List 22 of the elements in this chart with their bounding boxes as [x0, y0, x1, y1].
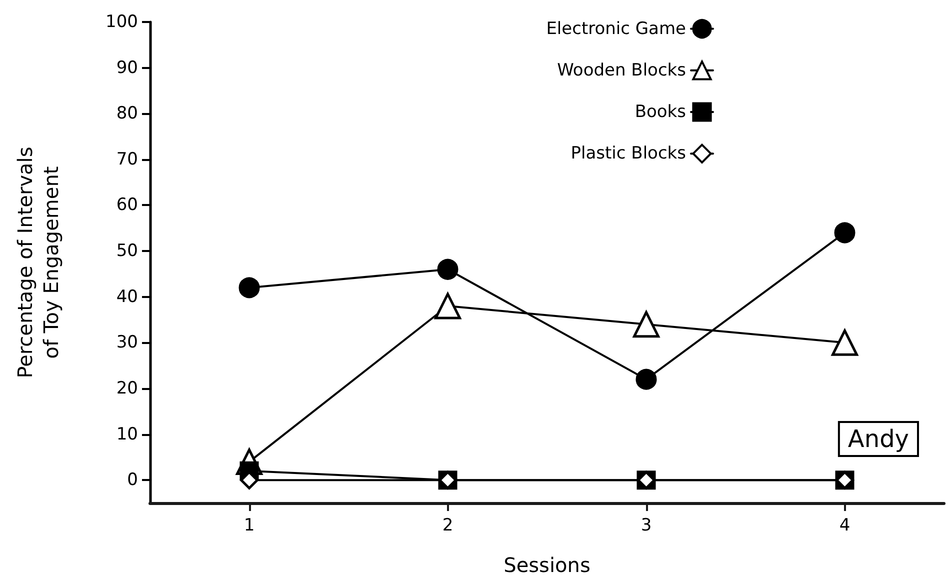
y-tick-label: 10 — [116, 424, 138, 444]
legend-label: Books — [634, 102, 686, 122]
x-axis-title: Sessions — [504, 553, 590, 577]
y-tick-label: 50 — [116, 241, 138, 262]
x-tick-label: 4 — [839, 516, 850, 536]
y-tick-label: 0 — [127, 470, 138, 490]
y-tick-label: 20 — [116, 378, 138, 398]
y-tick-label: 70 — [116, 149, 138, 170]
y-tick-label: 80 — [116, 104, 138, 124]
y-tick-label: 30 — [116, 332, 138, 353]
y-axis-title: Percentage of Intervals of Toy Engagement — [13, 146, 63, 378]
x-tick-label: 1 — [244, 516, 255, 536]
y-tick-label: 40 — [116, 286, 138, 307]
legend-label: Wooden Blocks — [557, 60, 686, 80]
x-tick-label: 2 — [442, 516, 454, 536]
annotation: Andy — [848, 425, 910, 453]
x-tick-label: 3 — [640, 516, 652, 536]
y-tick-label: 90 — [116, 58, 138, 78]
y-tick-label: 100 — [106, 12, 138, 32]
legend-label: Plastic Blocks — [570, 144, 686, 164]
legend-label: Electronic Game — [546, 18, 686, 39]
y-tick-label: 60 — [116, 195, 138, 216]
